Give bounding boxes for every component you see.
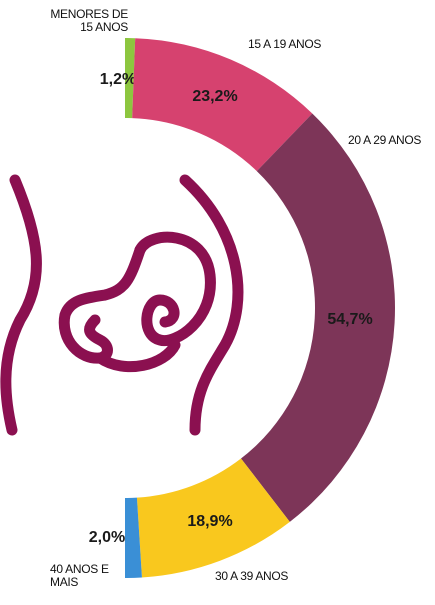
chart-svg: 1,2% 23,2% 54,7% 18,9% 2,0% xyxy=(0,0,435,605)
value-label: 18,9% xyxy=(187,513,232,530)
chart: 1,2% 23,2% 54,7% 18,9% 2,0% MENORES DE 15 AN… xyxy=(0,0,435,605)
category-label: MENORES DE 15 ANOS xyxy=(38,8,128,34)
category-label: 20 A 29 ANOS xyxy=(348,134,435,147)
value-label: 23,2% xyxy=(192,88,237,105)
category-label: 30 A 39 ANOS xyxy=(215,570,335,583)
category-label: 15 A 19 ANOS xyxy=(248,38,368,51)
category-label: 40 ANOS E MAIS xyxy=(50,563,120,589)
value-label: 54,7% xyxy=(327,311,372,328)
fetus-icon xyxy=(6,180,238,430)
value-label: 1,2% xyxy=(100,71,136,88)
value-label: 2,0% xyxy=(89,529,125,546)
